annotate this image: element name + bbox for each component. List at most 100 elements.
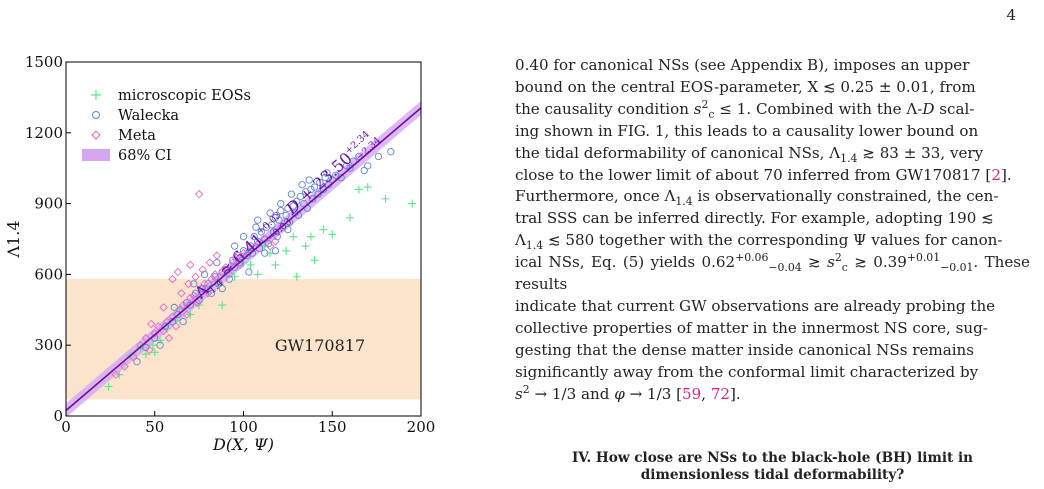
meta-point <box>186 293 195 303</box>
walecka-point <box>252 223 260 231</box>
microscopic-eos-point <box>363 183 372 192</box>
text-line: collective properties of matter in the i… <box>515 318 988 337</box>
legend-marker-circle <box>92 111 100 119</box>
microscopic-eos-point <box>141 350 150 359</box>
math-sup: +0.06 <box>735 251 769 265</box>
math-symbol: D <box>922 99 935 118</box>
gw170817-region <box>66 279 421 400</box>
legend-marker-band <box>82 149 110 161</box>
meta-point <box>171 322 181 331</box>
text-line: tral SSS can be inferred directly. For e… <box>515 209 994 228</box>
microscopic-eos-point <box>328 230 337 239</box>
meta-point <box>205 258 215 267</box>
text-line: ≳ <box>801 253 828 272</box>
citation-link[interactable]: 59 <box>682 384 702 403</box>
walecka-point <box>355 152 363 161</box>
page-number: 4 <box>1006 6 1016 24</box>
microscopic-eos-point <box>246 260 255 269</box>
gw170817-label: GW170817 <box>275 336 365 355</box>
meta-point <box>120 362 129 371</box>
walecka-point <box>287 190 296 198</box>
fit-line <box>66 107 421 412</box>
microscopic-eos-point <box>301 242 310 251</box>
meta-point <box>221 263 230 272</box>
walecka-point <box>316 178 324 187</box>
meta-point <box>214 277 223 286</box>
walecka-point <box>229 256 237 264</box>
body-text: 0.40 for canonical NSs (see Appendix B),… <box>515 55 1030 406</box>
text-line: Λ <box>515 231 526 250</box>
text-line: ing shown in FIG. 1, this leads to a cau… <box>515 121 979 140</box>
citation-link[interactable]: 72 <box>710 384 731 403</box>
legend-label: 68% CI <box>118 148 172 164</box>
microscopic-eos-point <box>253 270 262 279</box>
walecka-point <box>323 169 331 177</box>
microscopic-eos-point <box>292 272 301 281</box>
y-axis-label: Λ1.4 <box>4 221 23 259</box>
meta-point <box>246 244 255 253</box>
microscopic-eos-point <box>150 348 159 357</box>
plot-area: 0 50 100 150 200 0 300 600 900 1200 1500 D(X, Ψ) Λ1.… <box>4 53 435 454</box>
walecka-point <box>156 341 164 349</box>
math-sup: 2 <box>834 251 842 265</box>
y-tick-label: 600 <box>34 265 63 283</box>
math-sub: −0.01 <box>940 261 974 275</box>
meta-point <box>217 267 227 277</box>
walecka-point <box>289 202 297 210</box>
meta-point <box>212 251 222 260</box>
walecka-point <box>337 173 345 182</box>
walecka-point <box>321 173 329 182</box>
text-line: ]. <box>730 384 741 403</box>
meta-point <box>145 345 154 355</box>
walecka-point <box>170 303 178 312</box>
walecka-point <box>314 190 322 198</box>
walecka-point <box>239 247 248 255</box>
meta-point <box>196 284 206 293</box>
math-sub: 1.4 <box>675 195 693 209</box>
meta-point <box>164 333 174 343</box>
walecka-point <box>270 228 278 236</box>
text-line: ical NSs, Eq. (5) yields 0.62 <box>515 253 736 272</box>
fit-equation-label: Λ1.4 ≈ 6.41+0.03−0.03 D + 23.50+2.34−2.3… <box>190 126 383 305</box>
math-symbol: s <box>827 253 835 272</box>
math-symbol: s <box>693 99 702 118</box>
text-line: ≲ 580 together with the corresponding Ψ … <box>543 231 1003 250</box>
math-symbol: s <box>515 384 523 403</box>
microscopic-eos-point <box>282 246 291 255</box>
walecka-point <box>374 152 383 161</box>
microscopic-eos-point <box>319 225 328 234</box>
plot-data-group <box>66 100 421 416</box>
walecka-point <box>271 247 280 255</box>
text-line: ≤ 1. Combined with the Λ- <box>714 99 923 118</box>
walecka-point <box>225 275 233 283</box>
text-line: , <box>701 384 711 403</box>
walecka-point <box>346 164 354 172</box>
text-line: scal- <box>934 99 975 118</box>
walecka-point <box>349 157 358 165</box>
walecka-point <box>204 280 212 288</box>
meta-point <box>274 225 284 234</box>
math-sub: 1.4 <box>525 239 544 253</box>
scatter-figure: 0 50 100 150 200 0 300 600 900 1200 1500 D(X, Ψ) Λ1.… <box>4 53 435 454</box>
text-line: ≳ 0.39 <box>847 253 907 272</box>
text-line: ≳ 83 ± 33, very <box>857 143 984 162</box>
walecka-point <box>246 242 255 250</box>
x-tick-label: 0 <box>61 418 71 436</box>
walecka-point <box>230 242 239 250</box>
y-tick-label: 900 <box>34 195 63 213</box>
y-tick-label: 1500 <box>25 53 63 71</box>
walecka-point <box>284 225 292 234</box>
walecka-point <box>360 166 368 175</box>
x-tick-label: 200 <box>407 418 436 436</box>
walecka-point <box>387 148 395 156</box>
microscopic-eos-point <box>354 185 363 194</box>
citation-link[interactable]: 2 <box>991 165 1001 184</box>
x-tick-label: 150 <box>318 418 347 436</box>
text-line: indicate that current GW observations ar… <box>515 296 996 315</box>
walecka-point <box>254 237 262 246</box>
walecka-point <box>222 266 230 274</box>
meta-point <box>198 265 207 274</box>
meta-point <box>191 272 200 281</box>
math-sup: 2 <box>522 382 530 396</box>
math-sub: −0.04 <box>768 261 802 275</box>
